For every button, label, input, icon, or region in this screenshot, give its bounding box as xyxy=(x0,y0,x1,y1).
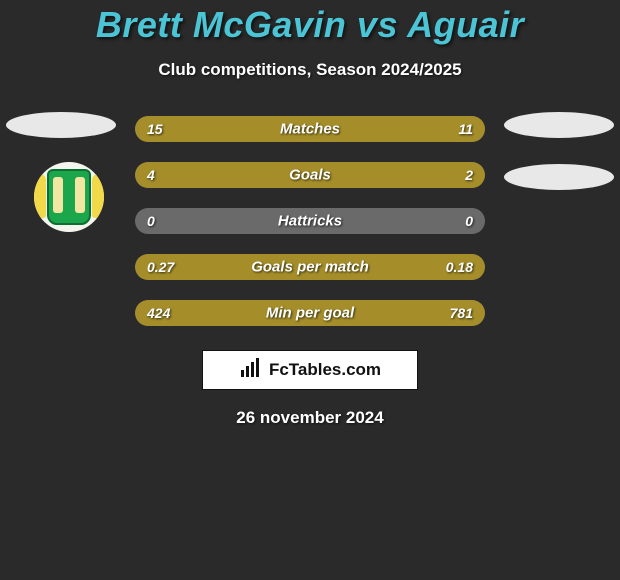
page-title: Brett McGavin vs Aguair xyxy=(96,4,524,46)
stat-right-value: 0 xyxy=(465,213,473,229)
stat-row: 0 0 Hattricks xyxy=(135,208,485,234)
stat-label: Goals xyxy=(289,167,331,184)
stat-label: Hattricks xyxy=(278,213,342,230)
stat-bars: 15 11 Matches 4 2 Goals 0 0 Hattricks 0.27 0.18 Goa… xyxy=(135,116,485,326)
player-right-oval-1 xyxy=(504,112,614,138)
footer-date: 26 november 2024 xyxy=(236,408,383,428)
stats-stage: 15 11 Matches 4 2 Goals 0 0 Hattricks 0.27 0.18 Goa… xyxy=(0,116,620,326)
player-right-oval-2 xyxy=(504,164,614,190)
stat-right-value: 11 xyxy=(458,121,473,137)
page-subtitle: Club competitions, Season 2024/2025 xyxy=(158,60,461,80)
stat-right-value: 2 xyxy=(465,167,473,183)
stat-label: Min per goal xyxy=(266,305,354,322)
stat-row: 4 2 Goals xyxy=(135,162,485,188)
stat-left-value: 0.27 xyxy=(147,259,174,275)
stat-row: 424 781 Min per goal xyxy=(135,300,485,326)
bar-chart-icon xyxy=(239,356,263,385)
stat-left-value: 4 xyxy=(147,167,155,183)
club-crest-left xyxy=(34,162,104,232)
brand-text: FcTables.com xyxy=(269,360,381,380)
stat-row: 15 11 Matches xyxy=(135,116,485,142)
player-left-oval xyxy=(6,112,116,138)
bar-left-fill xyxy=(135,162,370,188)
stat-left-value: 424 xyxy=(147,305,170,321)
stat-left-value: 0 xyxy=(147,213,155,229)
stat-right-value: 781 xyxy=(450,305,473,321)
stat-left-value: 15 xyxy=(147,121,163,137)
stat-label: Goals per match xyxy=(251,259,369,276)
stat-row: 0.27 0.18 Goals per match xyxy=(135,254,485,280)
stat-label: Matches xyxy=(280,121,340,138)
brand-badge: FcTables.com xyxy=(202,350,418,390)
stat-right-value: 0.18 xyxy=(446,259,473,275)
comparison-card: Brett McGavin vs Aguair Club competition… xyxy=(0,0,620,428)
